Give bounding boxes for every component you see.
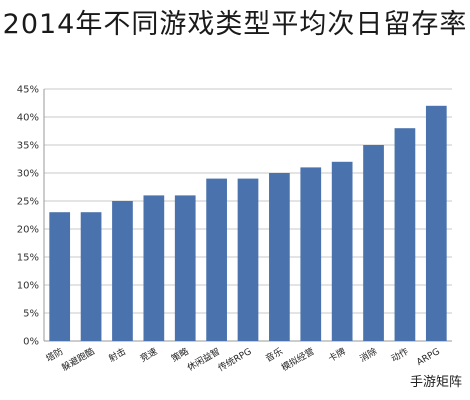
y-tick-label: 35% (17, 141, 39, 152)
bar (363, 145, 384, 341)
category-label: ARPG (415, 347, 442, 368)
bar (112, 201, 133, 341)
y-tick-label: 30% (17, 169, 39, 180)
y-tick-label: 40% (17, 113, 39, 124)
bar (80, 212, 102, 341)
bar (143, 195, 165, 341)
bar (237, 178, 259, 341)
y-tick-label: 20% (17, 225, 39, 236)
bar (49, 212, 71, 341)
category-label: 休闲益智 (185, 345, 222, 373)
category-label: 竞速 (138, 345, 160, 364)
category-label: 模拟经营 (279, 345, 316, 373)
bar (331, 161, 353, 341)
category-label: 卡牌 (326, 345, 348, 364)
category-label: 音乐 (263, 345, 285, 364)
bar (206, 178, 227, 341)
category-label: 传统RPG (216, 345, 254, 374)
bar (394, 128, 416, 341)
y-tick-label: 0% (23, 337, 39, 348)
watermark-text: 手游矩阵 (409, 375, 462, 390)
bar (300, 167, 322, 341)
y-tick-label: 45% (17, 85, 39, 96)
bar (174, 195, 196, 341)
y-tick-label: 5% (23, 309, 39, 320)
category-label: 躲避跑酷 (59, 345, 96, 373)
chart-title: 2014年不同游戏类型平均次日留存率 (2, 9, 468, 40)
category-label: 塔防 (44, 345, 66, 364)
y-tick-label: 15% (17, 253, 39, 264)
bar (425, 105, 447, 341)
bar (269, 173, 290, 341)
category-label: 射击 (106, 345, 128, 364)
y-tick-label: 10% (17, 281, 39, 292)
category-label: 消除 (357, 345, 379, 364)
category-label: 动作 (389, 345, 411, 364)
y-tick-label: 25% (17, 197, 39, 208)
category-label: 策略 (169, 345, 191, 364)
